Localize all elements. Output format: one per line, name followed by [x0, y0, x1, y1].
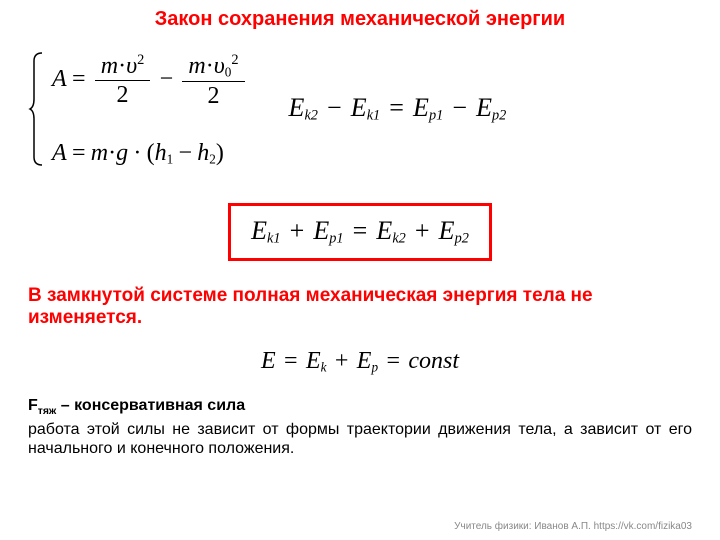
system-brace: A=m·υ22−m·υ022 A=m·g·(h1−h2) [28, 51, 249, 167]
potential-work-equation: A=m·g·(h1−h2) [52, 140, 249, 167]
total-energy-equation: E=Ek+Ep=const [28, 348, 692, 375]
conservative-force-definition: работа этой силы не зависит от формы тра… [28, 420, 692, 458]
conservative-force-heading: Fтяж – консервативная сила [28, 397, 692, 417]
equations-row: A=m·υ22−m·υ022 A=m·g·(h1−h2) Ek2−Ek1=Ep1… [28, 51, 692, 167]
footer-prefix: Учитель физики: Иванов А.П. [454, 521, 594, 532]
left-bracket-icon [28, 51, 46, 167]
footer-link[interactable]: https://vk.com/fizika03 [594, 521, 692, 532]
work-energy-equation: Ek2−Ek1=Ep1−Ep2 [289, 93, 507, 125]
slide-footer: Учитель физики: Иванов А.П. https://vk.c… [454, 521, 692, 532]
page-title: Закон сохранения механической энергии [28, 8, 692, 31]
law-statement: В замкнутой системе полная механическая … [28, 285, 692, 331]
kinetic-work-equation: A=m·υ22−m·υ022 [52, 51, 249, 110]
conservation-law-equation: Ek1+Ep1=Ek2+Ep2 [251, 216, 469, 248]
conservation-law-box: Ek1+Ep1=Ek2+Ep2 [228, 203, 492, 261]
